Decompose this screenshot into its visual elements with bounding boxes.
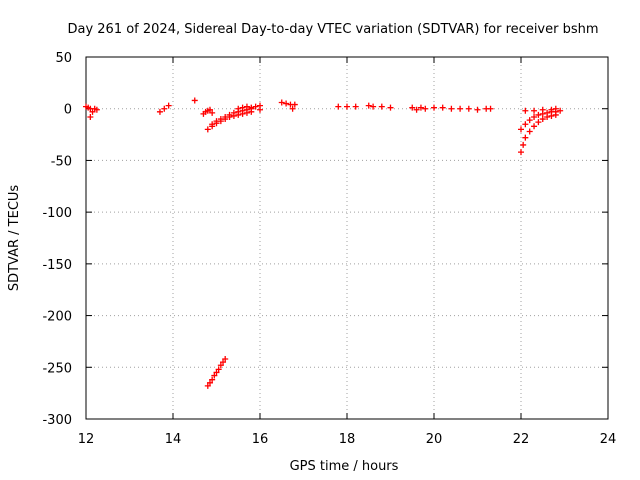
data-point — [531, 107, 538, 114]
y-tick-label: -300 — [42, 413, 72, 428]
data-point — [370, 103, 377, 110]
data-point — [417, 104, 424, 111]
data-point — [257, 106, 263, 113]
data-point — [215, 366, 222, 373]
data-point — [230, 109, 237, 116]
data-point — [465, 105, 472, 112]
data-point — [352, 103, 359, 110]
data-point — [526, 117, 533, 124]
data-point — [518, 126, 524, 133]
data-point — [378, 103, 385, 110]
y-tick-label: 50 — [55, 51, 72, 66]
data-point — [539, 106, 546, 113]
data-point — [161, 105, 168, 112]
data-point — [206, 379, 213, 386]
data-point — [213, 369, 220, 376]
data-point — [548, 106, 555, 113]
data-point — [226, 111, 233, 118]
x-axis-title: GPS time / hours — [290, 459, 399, 474]
y-tick-label: 0 — [64, 103, 72, 118]
axes: 12 14 16 18 20 22 24 50 0 -50 -100 -150 -200 -250 -300 — [42, 51, 616, 447]
data-point — [93, 106, 100, 113]
data-point — [552, 105, 559, 112]
x-tick-label: 16 — [252, 432, 269, 447]
x-tick-label: 20 — [426, 432, 443, 447]
data-point — [248, 104, 255, 111]
data-point — [209, 109, 216, 116]
y-tick-label: -250 — [42, 361, 72, 376]
data-point — [457, 105, 464, 112]
chart-title: Day 261 of 2024, Sidereal Day-to-day VTE… — [67, 22, 598, 37]
data-point — [156, 108, 163, 115]
data-point — [448, 105, 455, 112]
data-point — [209, 376, 216, 383]
x-tick-label: 22 — [513, 432, 530, 447]
data-point — [243, 103, 250, 110]
data-point — [413, 106, 420, 113]
x-tick-label: 18 — [339, 432, 356, 447]
data-point — [89, 108, 96, 115]
data-point — [557, 107, 564, 114]
data-point — [531, 113, 538, 120]
data-point — [204, 126, 211, 133]
data-point — [209, 121, 216, 128]
data-point — [220, 359, 227, 366]
data-point — [544, 109, 551, 116]
data-point — [422, 105, 429, 112]
data-point — [252, 103, 259, 110]
data-point — [539, 116, 546, 123]
data-point — [289, 105, 296, 112]
data-point — [211, 372, 218, 379]
y-tick-label: -50 — [51, 154, 72, 169]
data-point — [535, 119, 542, 126]
data-point — [526, 128, 533, 135]
x-tick-label: 14 — [165, 432, 182, 447]
data-point — [518, 149, 524, 156]
data-point — [278, 99, 285, 106]
data-point — [535, 111, 542, 118]
data-point — [474, 106, 481, 113]
y-tick-label: -150 — [42, 258, 72, 273]
data-point — [283, 100, 290, 107]
data-point — [531, 123, 538, 130]
y-tick-label: -200 — [42, 310, 72, 325]
data-points — [83, 97, 564, 389]
data-point — [213, 118, 220, 125]
data-point — [239, 104, 246, 111]
data-point — [439, 104, 446, 111]
data-point — [217, 362, 224, 369]
data-point — [204, 382, 211, 389]
data-point — [206, 106, 213, 113]
data-point — [165, 102, 172, 109]
data-point — [222, 356, 229, 363]
data-point — [191, 97, 198, 104]
data-point — [431, 104, 437, 111]
y-tick-label: -100 — [42, 206, 72, 221]
data-point — [217, 116, 224, 123]
data-point — [291, 101, 298, 108]
data-point — [335, 103, 342, 110]
data-point — [409, 104, 416, 111]
data-point — [222, 113, 229, 120]
data-point — [522, 107, 529, 114]
data-point — [365, 102, 372, 109]
data-point — [235, 105, 242, 112]
data-point — [387, 104, 394, 111]
y-axis-title: SDTVAR / TECUs — [7, 185, 22, 292]
data-point — [522, 134, 529, 141]
data-point — [487, 105, 494, 112]
data-point — [87, 113, 94, 120]
data-point — [344, 103, 350, 110]
data-point — [520, 141, 527, 148]
x-tick-label: 12 — [78, 432, 95, 447]
data-point — [522, 121, 529, 128]
x-tick-label: 24 — [600, 432, 617, 447]
